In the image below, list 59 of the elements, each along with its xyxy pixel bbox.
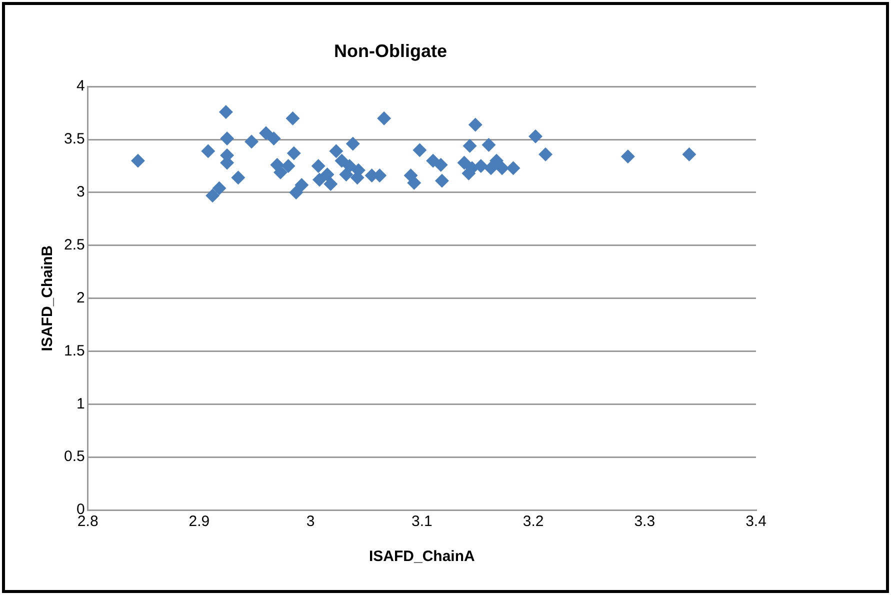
point bbox=[329, 144, 344, 158]
point bbox=[346, 136, 360, 151]
point bbox=[320, 167, 334, 182]
point bbox=[506, 161, 520, 176]
point bbox=[311, 158, 326, 173]
point bbox=[312, 172, 326, 187]
point bbox=[231, 170, 246, 185]
chart-title: Non-Obligate bbox=[334, 40, 447, 61]
point bbox=[220, 131, 234, 146]
x-tick-label: 3.1 bbox=[411, 513, 432, 530]
y-tick-label: 4 bbox=[76, 78, 85, 95]
point bbox=[294, 178, 309, 192]
point bbox=[206, 188, 220, 203]
x-tick-label: 3.3 bbox=[634, 513, 656, 530]
point bbox=[259, 126, 274, 140]
point bbox=[457, 156, 472, 170]
point bbox=[682, 147, 696, 162]
point bbox=[468, 118, 482, 132]
y-axis-title: ISAFD_ChainB bbox=[39, 245, 56, 352]
point bbox=[274, 165, 288, 180]
point bbox=[339, 167, 354, 182]
point bbox=[538, 147, 553, 162]
point bbox=[474, 158, 488, 173]
y-tick-label: 2 bbox=[76, 289, 85, 306]
point bbox=[434, 158, 448, 172]
x-axis-title: ISAFD_ChainA bbox=[369, 548, 476, 566]
y-tick-label: 2.5 bbox=[64, 236, 85, 254]
point bbox=[490, 154, 504, 168]
point bbox=[324, 176, 338, 191]
point bbox=[244, 134, 259, 149]
x-tick-label: 3.4 bbox=[746, 513, 766, 530]
point bbox=[482, 138, 496, 152]
point bbox=[620, 149, 635, 164]
point bbox=[212, 181, 226, 196]
point bbox=[412, 143, 427, 158]
y-tick-label: 3.5 bbox=[64, 130, 85, 148]
point bbox=[201, 144, 216, 158]
point bbox=[286, 146, 301, 160]
point bbox=[266, 131, 281, 146]
point bbox=[342, 158, 357, 173]
point bbox=[218, 105, 233, 120]
y-tick-label: 3 bbox=[76, 184, 85, 201]
x-tick-label: 2.9 bbox=[188, 513, 210, 530]
y-tick-label: 1.5 bbox=[64, 342, 85, 360]
point bbox=[130, 154, 145, 168]
point bbox=[289, 185, 304, 200]
point bbox=[377, 111, 392, 126]
x-tick-label: 3.2 bbox=[522, 513, 544, 530]
y-tick-label: 0.5 bbox=[64, 448, 85, 466]
y-tick-label: 1 bbox=[76, 395, 85, 412]
point bbox=[462, 138, 477, 153]
point bbox=[286, 111, 300, 126]
point bbox=[281, 158, 296, 173]
point bbox=[484, 161, 498, 176]
point bbox=[407, 176, 422, 190]
point bbox=[528, 129, 543, 144]
point bbox=[434, 174, 449, 188]
x-tick-label: 3 bbox=[306, 513, 315, 530]
point bbox=[334, 154, 349, 168]
